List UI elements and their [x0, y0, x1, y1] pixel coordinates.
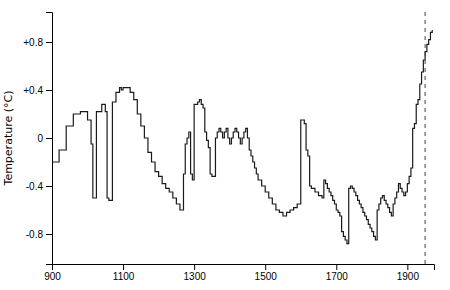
tick: -0.8 [26, 229, 52, 240]
axis-line [53, 265, 435, 271]
tick-mark [46, 234, 52, 235]
tick-label: +0.8 [23, 37, 43, 48]
tick: +0.4 [23, 85, 52, 96]
tick-mark [336, 264, 337, 270]
tick: 0 [37, 133, 52, 144]
reference-line [425, 12, 426, 264]
tick-label: 1700 [326, 271, 349, 282]
tick-mark [46, 90, 52, 91]
tick-mark [46, 138, 52, 139]
tick-label: 0 [37, 133, 43, 144]
axis-line [46, 13, 53, 265]
tick-label: 1300 [184, 271, 207, 282]
y-axis: -0.8 -0.4 0 +0.4 +0.8 [23, 13, 52, 265]
tick-label: 1100 [113, 271, 135, 282]
marks [52, 12, 432, 264]
step-line [52, 30, 432, 244]
tick-mark [407, 264, 408, 270]
tick-mark [265, 264, 266, 270]
tick-mark [46, 42, 52, 43]
x-axis: 900 1100 1300 1500 1700 1900 [44, 264, 434, 282]
tick-label: -0.8 [26, 229, 44, 240]
tick: +0.8 [23, 37, 52, 48]
tick: 1700 [326, 264, 349, 282]
chart: 900 1100 1300 1500 1700 1900 -0.8 -0.4 0 +0.4 +0.8… [0, 0, 450, 290]
tick-mark [46, 186, 52, 187]
tick: 900 [44, 264, 61, 282]
tick-label: 1900 [397, 271, 420, 282]
tick-label: 1500 [255, 271, 278, 282]
tick: 1900 [397, 264, 420, 282]
tick: 1100 [113, 264, 135, 282]
tick-label: 900 [44, 271, 61, 282]
tick: 1300 [184, 264, 207, 282]
tick-label: -0.4 [26, 181, 44, 192]
tick-label: +0.4 [23, 85, 43, 96]
tick-mark [194, 264, 195, 270]
tick: -0.4 [26, 181, 52, 192]
tick-mark [123, 264, 124, 270]
tick: 1500 [255, 264, 278, 282]
plot: 900 1100 1300 1500 1700 1900 -0.8 -0.4 0 +0.4 +0.8… [2, 12, 435, 282]
y-axis-label: Temperature (°C) [2, 91, 15, 187]
